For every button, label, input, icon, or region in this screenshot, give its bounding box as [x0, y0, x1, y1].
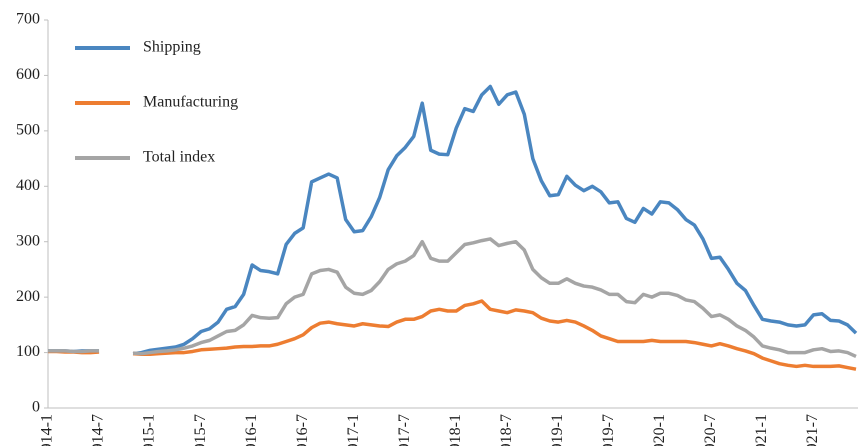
- series-line: [48, 84, 858, 356]
- legend-label: Manufacturing: [143, 94, 238, 111]
- x-tick-label: 1917-1: [345, 414, 362, 446]
- legend-label: Total index: [143, 149, 215, 166]
- y-tick-label: 0: [32, 399, 40, 416]
- y-tick-label: 600: [16, 66, 40, 83]
- x-tick-label: 1914-7: [90, 414, 107, 446]
- x-tick-label: 1915-7: [192, 414, 209, 446]
- x-tick-label: 1915-1: [141, 414, 158, 446]
- y-tick-label: 100: [16, 343, 40, 360]
- x-tick-label: 1919-7: [600, 414, 617, 446]
- x-tick-label: 1921-7: [804, 414, 821, 446]
- x-tick-label: 1916-1: [243, 414, 260, 446]
- y-tick-label: 300: [16, 232, 40, 249]
- x-tick-label: 1918-1: [447, 414, 464, 446]
- y-tick-label: 400: [16, 177, 40, 194]
- series-line: [48, 237, 857, 359]
- y-tick-label: 500: [16, 122, 40, 139]
- x-tick-label: 1914-1: [39, 414, 56, 446]
- x-tick-label: 1920-1: [651, 414, 668, 446]
- y-tick-label: 200: [16, 288, 40, 305]
- series-line: [48, 299, 857, 371]
- x-tick-label: 1918-7: [498, 414, 515, 446]
- x-tick-label: 1920-7: [702, 414, 719, 446]
- x-tick-label: 1916-7: [294, 414, 311, 446]
- y-tick-label: 700: [16, 11, 40, 28]
- x-tick-label: 1917-7: [396, 414, 413, 446]
- legend-label: Shipping: [143, 39, 201, 56]
- x-tick-label: 1921-1: [753, 414, 770, 446]
- x-tick-label: 1919-1: [549, 414, 566, 446]
